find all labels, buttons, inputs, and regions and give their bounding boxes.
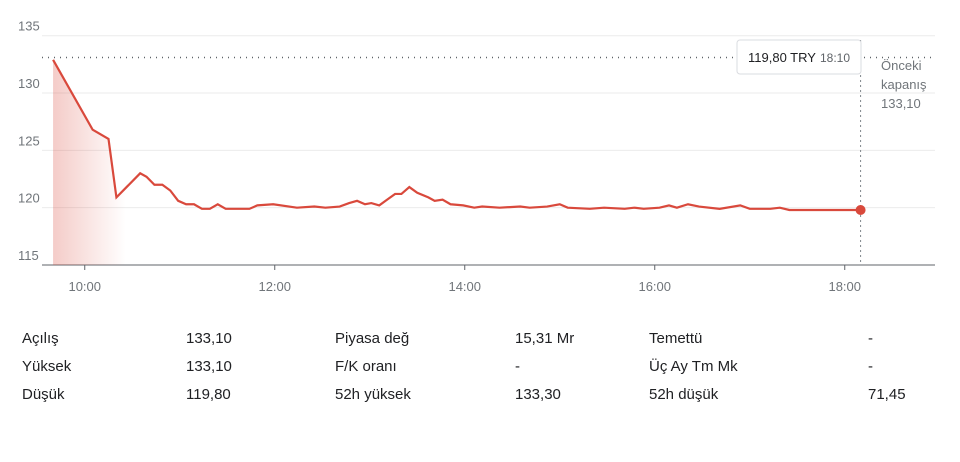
stat-label: Üç Ay Tm Mk <box>649 357 738 375</box>
stat-label: Temettü <box>649 330 702 347</box>
y-tick-label: 135 <box>18 19 40 34</box>
stat-value: - <box>868 358 873 375</box>
tooltip-value: 119,80 TRY <box>748 50 816 65</box>
stat-value: - <box>868 330 873 347</box>
previous-close-value: 133,10 <box>881 96 921 111</box>
y-tick-label: 130 <box>18 76 40 91</box>
previous-close-label: kapanış <box>881 77 927 92</box>
previous-close-label: Önceki <box>881 58 922 73</box>
stat-value: 71,45 <box>868 386 906 403</box>
stat-label: Piyasa değ <box>335 330 409 347</box>
x-tick-label: 12:00 <box>258 279 291 294</box>
y-tick-label: 115 <box>18 248 39 263</box>
x-tick-label: 16:00 <box>638 279 671 294</box>
tooltip-box <box>736 39 862 75</box>
stat-value: 133,10 <box>186 330 232 347</box>
stat-label: 52h yüksek <box>335 386 411 403</box>
stat-value: - <box>515 358 520 375</box>
stat-value: 133,10 <box>186 358 232 375</box>
y-tick-label: 125 <box>18 133 40 148</box>
stat-label: Düşük <box>22 386 65 403</box>
stat-value: 15,31 Mr <box>515 330 574 347</box>
x-tick-label: 14:00 <box>448 279 481 294</box>
price-line <box>52 59 861 212</box>
stat-label: 52h düşük <box>649 386 719 403</box>
y-tick-label: 120 <box>18 191 40 206</box>
stat-value: 119,80 <box>186 386 231 403</box>
stat-label: F/K oranı <box>335 358 397 375</box>
stat-label: Açılış <box>22 330 59 347</box>
stat-value: 133,30 <box>515 386 561 403</box>
stat-label: Yüksek <box>22 358 72 375</box>
tooltip-time: 18:10 <box>820 51 850 65</box>
end-point <box>855 204 866 215</box>
line-area <box>53 59 861 266</box>
x-tick-label: 18:00 <box>828 279 861 294</box>
x-tick-label: 10:00 <box>68 279 101 294</box>
